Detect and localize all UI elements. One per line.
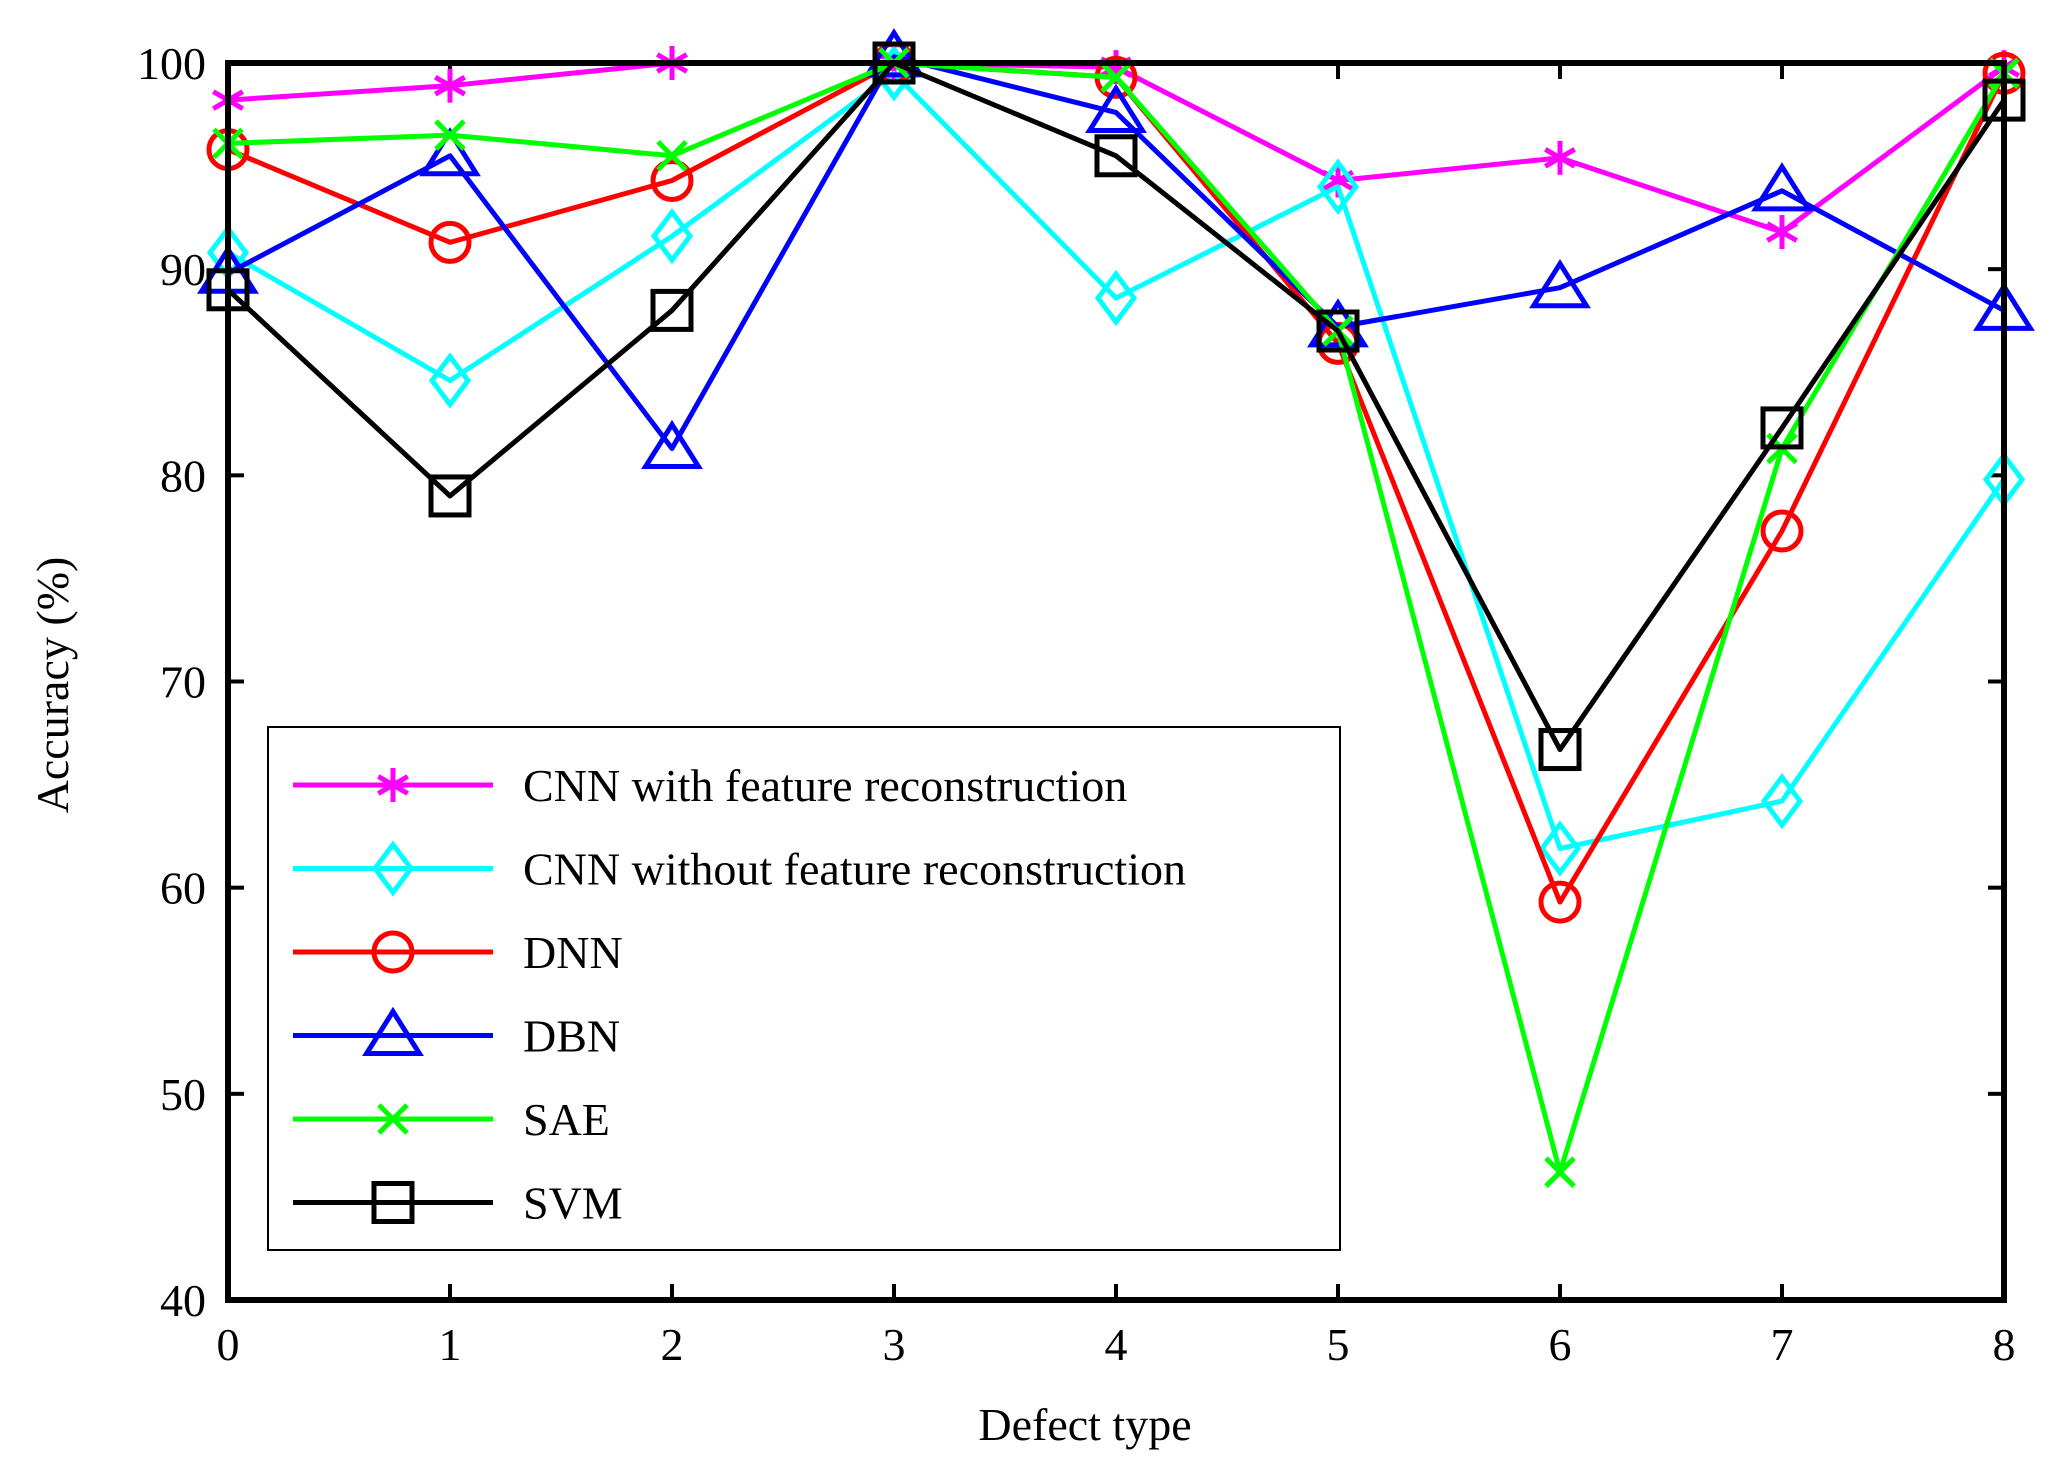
legend-marker — [371, 930, 415, 974]
data-point — [1766, 215, 1798, 250]
y-tick-label: 70 — [160, 657, 206, 708]
data-point — [428, 474, 472, 518]
legend-item-cnn-without-feature-reconstruction: CNN without feature reconstruction — [293, 840, 1186, 897]
series-svm — [206, 41, 2026, 772]
x-axis-label: Defect type — [978, 1399, 1191, 1450]
data-point — [650, 159, 694, 203]
data-point — [650, 288, 694, 332]
legend-item-svm: SVM — [293, 1178, 623, 1229]
y-tick-label: 40 — [160, 1275, 206, 1326]
series-line — [226, 54, 2006, 452]
legend-item-dnn: DNN — [293, 927, 623, 978]
data-point — [1538, 880, 1582, 924]
y-tick-label: 90 — [160, 244, 206, 295]
legend-marker — [371, 1181, 415, 1224]
x-tick-label: 3 — [883, 1319, 906, 1370]
series-lines — [197, 28, 2035, 1188]
series-line — [226, 70, 2007, 851]
data-point — [650, 208, 694, 265]
legend-marker — [371, 840, 415, 897]
data-point — [1538, 820, 1582, 877]
x-tick-label: 1 — [439, 1319, 462, 1370]
x-tick-label: 0 — [217, 1319, 240, 1370]
data-point — [1085, 83, 1147, 133]
data-point — [1094, 134, 1138, 178]
legend-label: CNN with feature reconstruction — [523, 760, 1127, 811]
y-tick-label: 60 — [160, 863, 206, 914]
legend-item-cnn-with-feature-reconstruction: CNN with feature reconstruction — [293, 760, 1127, 811]
legend-marker — [362, 1006, 424, 1056]
data-point — [419, 127, 481, 177]
x-tick-label: 4 — [1105, 1319, 1128, 1370]
tick-labels: 0 1 2 3 4 5 6 7 8 40 50 60 70 80 90 100 — [137, 38, 2016, 1370]
data-point — [1316, 158, 1360, 215]
legend-item-dbn: DBN — [293, 1006, 620, 1062]
data-point — [1760, 772, 1804, 830]
data-point — [1760, 509, 1804, 553]
data-point — [428, 352, 472, 409]
x-tick-label: 6 — [1549, 1319, 1572, 1370]
legend: CNN with feature reconstruction CNN witho… — [267, 726, 1341, 1251]
data-point — [863, 28, 925, 78]
y-axis-label: Accuracy (%) — [27, 557, 78, 814]
data-point — [1544, 140, 1576, 175]
legend-item-sae: SAE — [293, 1094, 610, 1145]
data-point — [1094, 269, 1138, 327]
data-point — [428, 220, 472, 264]
series-cnn-with-feature-reconstruction — [212, 46, 2020, 250]
data-point — [656, 140, 688, 172]
data-point — [434, 68, 466, 103]
plot-frame — [225, 60, 2007, 1303]
legend-label: DNN — [523, 927, 623, 978]
data-point — [1316, 309, 1360, 353]
legend-label: SAE — [523, 1094, 610, 1145]
legend-marker — [377, 1103, 409, 1135]
data-point — [434, 119, 466, 151]
x-tick-label: 5 — [1327, 1319, 1350, 1370]
legend-label: CNN without feature reconstruction — [523, 844, 1186, 895]
y-tick-label: 50 — [160, 1069, 206, 1120]
y-tick-label: 100 — [137, 38, 206, 89]
data-point — [1529, 259, 1591, 309]
x-tick-label: 2 — [661, 1319, 684, 1370]
data-point — [1751, 162, 1813, 212]
series-line — [226, 60, 2007, 753]
y-tick-label: 80 — [160, 450, 206, 501]
legend-label: SVM — [523, 1178, 623, 1229]
data-point — [1307, 298, 1369, 348]
data-point — [1544, 1156, 1576, 1188]
legend-marker — [377, 768, 409, 802]
data-point — [1100, 61, 1132, 94]
x-tick-label: 8 — [1993, 1319, 2016, 1370]
data-point — [641, 419, 703, 470]
data-point — [1538, 728, 1582, 772]
x-tick-label: 7 — [1771, 1319, 1794, 1370]
legend-box — [267, 726, 1341, 1251]
data-point — [1760, 406, 1804, 450]
legend-label: DBN — [523, 1011, 620, 1062]
